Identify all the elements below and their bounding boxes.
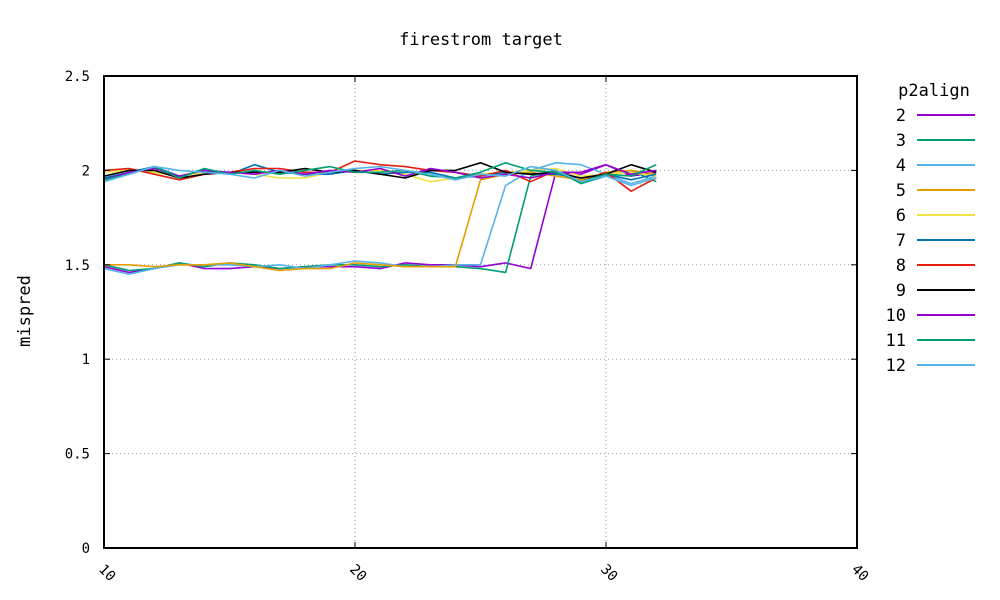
y-tick-label: 2.5 [65, 69, 90, 85]
legend-label-2: 2 [896, 106, 906, 126]
grid [104, 76, 857, 548]
legend-label-8: 8 [896, 256, 906, 276]
legend-label-10: 10 [886, 306, 906, 326]
y-tick-label: 0.5 [65, 447, 90, 463]
x-tick-label: 40 [848, 562, 871, 585]
series-line-5 [104, 169, 657, 272]
x-tick-label: 20 [346, 562, 369, 585]
legend-label-12: 12 [886, 356, 906, 376]
y-axis-title: mispred [15, 275, 35, 347]
y-tick-label: 1.5 [65, 258, 90, 274]
y-tick-label: 2 [82, 163, 90, 179]
legend-label-7: 7 [896, 231, 906, 251]
ticks: 0 0.5 1 1.5 2 2.5 10 20 30 40 [65, 69, 872, 585]
series-line-3 [103, 169, 657, 274]
series-line-12 [103, 165, 657, 187]
legend-label-3: 3 [896, 131, 906, 151]
x-tick-label: 10 [95, 562, 118, 585]
y-tick-label: 0 [82, 541, 90, 557]
legend-label-6: 6 [896, 206, 906, 226]
plot-frame [103, 75, 858, 549]
legend: 2 3 4 5 6 7 8 9 10 11 12 [886, 106, 975, 376]
chart-title: firestrom target [399, 30, 563, 50]
legend-label-9: 9 [896, 281, 906, 301]
x-tick-label: 30 [597, 562, 620, 585]
legend-label-4: 4 [896, 156, 906, 176]
legend-label-11: 11 [886, 331, 906, 351]
series-line-2 [103, 163, 657, 274]
legend-label-5: 5 [896, 181, 906, 201]
legend-title: p2align [898, 81, 970, 101]
y-tick-label: 1 [82, 352, 90, 368]
series-line-6 [103, 167, 657, 183]
series-layer [103, 160, 657, 276]
